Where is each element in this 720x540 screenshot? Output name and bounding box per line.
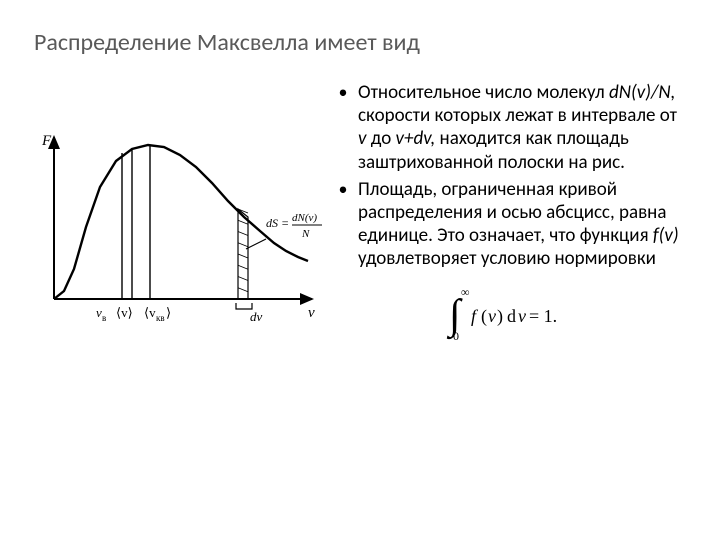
svg-text:∞: ∞ <box>461 285 470 299</box>
bullet-dot-icon: • <box>338 81 348 174</box>
normalization-formula: ∫∞0f(v)dv= 1. <box>338 284 686 342</box>
svg-text:): ) <box>497 306 503 327</box>
svg-text:= 1.: = 1. <box>529 306 557 326</box>
svg-text:v: v <box>488 306 496 326</box>
svg-text:d: d <box>507 306 516 326</box>
distribution-chart: Fvdvvв⟨v⟩⟨vкв⟩dS =dN(v)N <box>34 131 324 353</box>
svg-text:f: f <box>471 306 479 326</box>
bullet-2: • Площадь, ограниченная кривой распредел… <box>338 178 686 271</box>
svg-text:⟨v⟩: ⟨v⟩ <box>116 305 133 320</box>
bullet-1: • Относительное число молекул dN(v)/N, с… <box>338 81 686 174</box>
bullet-dot-icon: • <box>338 178 348 271</box>
svg-text:(: ( <box>481 306 487 327</box>
svg-text:v: v <box>518 306 526 326</box>
svg-text:N: N <box>301 228 310 240</box>
svg-text:кв: кв <box>156 313 165 323</box>
svg-text:dS =: dS = <box>266 216 289 230</box>
slide-title: Распределение Максвелла имеет вид <box>34 28 686 57</box>
svg-text:в: в <box>102 313 106 323</box>
svg-text:0: 0 <box>453 329 459 342</box>
svg-text:F: F <box>41 133 52 149</box>
svg-text:dN(v): dN(v) <box>292 212 317 224</box>
bullet-list: • Относительное число молекул dN(v)/N, с… <box>338 81 686 270</box>
svg-text:dv: dv <box>250 309 263 324</box>
svg-text:v: v <box>308 305 315 321</box>
svg-text:⟩: ⟩ <box>166 305 171 320</box>
svg-text:⟨v: ⟨v <box>144 305 156 320</box>
